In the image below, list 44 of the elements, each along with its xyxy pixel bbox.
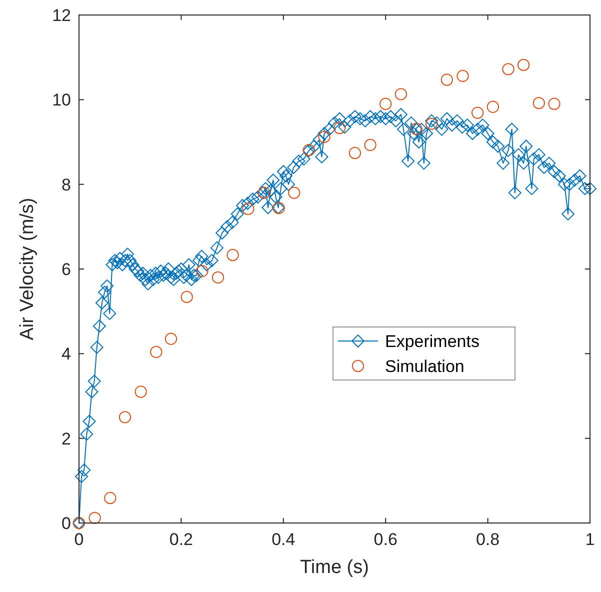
x-axis-title: Time (s) (300, 557, 369, 578)
x-tick-label: 0.8 (476, 530, 500, 549)
y-axis-title: Air Velocity (m/s) (17, 198, 38, 340)
x-tick-label: 0.4 (272, 530, 296, 549)
point (532, 96, 545, 110)
point (164, 332, 178, 345)
point (242, 202, 254, 215)
y-tick-label: 10 (52, 90, 71, 110)
point (440, 74, 454, 86)
y-tick-label: 6 (62, 260, 71, 279)
point (502, 63, 514, 76)
y-tick-label: 0 (62, 514, 71, 533)
y-tick-label: 2 (62, 429, 71, 448)
point (380, 98, 392, 110)
point (456, 70, 469, 82)
point (548, 98, 560, 110)
x-tick-label: 1 (585, 530, 595, 549)
y-tick-label: 4 (62, 344, 71, 364)
point (517, 58, 530, 72)
point (104, 492, 116, 504)
point (486, 100, 500, 113)
point (196, 265, 208, 278)
point (348, 146, 362, 160)
point (212, 271, 224, 284)
point (394, 88, 408, 100)
point (150, 346, 162, 358)
point (134, 386, 147, 398)
point (425, 118, 438, 130)
point (118, 411, 132, 424)
x-tick-label: 0.2 (169, 530, 194, 549)
point (288, 186, 300, 199)
y-tick-label: 12 (52, 6, 71, 25)
point (364, 138, 376, 152)
point (180, 290, 193, 304)
point (318, 130, 330, 144)
x-tick-label: 0.6 (374, 530, 398, 549)
x-tick-label: 0 (74, 530, 84, 549)
point (334, 122, 346, 134)
legend-label: Experiments (385, 332, 480, 351)
point (471, 106, 484, 119)
y-tick-label: 8 (62, 175, 71, 194)
point (88, 512, 101, 524)
legend-label: Simulation (385, 357, 464, 376)
point (226, 248, 239, 262)
